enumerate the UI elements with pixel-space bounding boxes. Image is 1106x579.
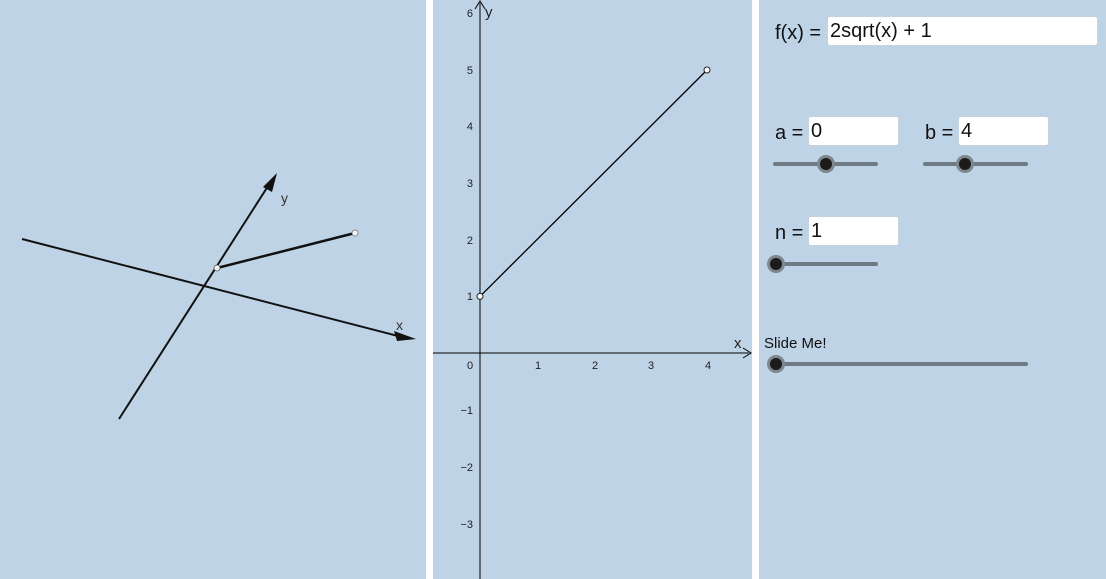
3d-x-axis-arrow	[394, 331, 416, 341]
b-label: b =	[925, 122, 954, 144]
graph-end-point[interactable]	[703, 66, 711, 74]
3d-end-point[interactable]	[351, 229, 359, 237]
b-slider-track[interactable]	[923, 158, 1028, 170]
graph-y-axis-arrow	[474, 0, 486, 10]
graph-y-axis-label: y	[485, 4, 493, 21]
3d-start-point[interactable]	[213, 264, 221, 272]
n-slider-track[interactable]	[770, 258, 878, 270]
function-input[interactable]	[827, 16, 1098, 46]
graph-y-tick-label: 4	[467, 121, 473, 133]
graphics-2d-view[interactable]: x y 0 1 2 3 4 1 2 3 4 5 6 −1 −2 −3	[433, 0, 752, 579]
3d-function-segment	[216, 231, 356, 270]
3d-canvas[interactable]: x y	[0, 0, 426, 579]
3d-y-axis-arrow	[263, 173, 277, 192]
graph-start-point[interactable]	[476, 292, 484, 300]
graph-function-segment	[479, 69, 708, 297]
b-slider-knob[interactable]	[959, 158, 971, 170]
graph-x-tick-label: 2	[592, 360, 598, 372]
graph-y-tick-label: −1	[460, 405, 473, 417]
3d-x-axis	[21, 238, 399, 337]
graph-x-axis-arrow	[742, 347, 752, 359]
n-slider-knob[interactable]	[770, 258, 782, 270]
function-label: f(x) =	[775, 22, 822, 44]
graph-y-tick-label: 6	[467, 8, 473, 20]
3d-y-axis-label: y	[281, 190, 288, 206]
graphics-3d-view[interactable]: x y	[0, 0, 426, 579]
graph-canvas[interactable]: x y 0 1 2 3 4 1 2 3 4 5 6 −1 −2 −3	[433, 0, 752, 579]
graph-x-tick-label: 4	[705, 360, 711, 372]
graph-y-tick-label: 5	[467, 65, 473, 77]
graph-y-tick-label: −3	[460, 519, 473, 531]
slide-slider-knob[interactable]	[770, 358, 782, 370]
a-input[interactable]	[808, 116, 899, 146]
slide-me-label: Slide Me!	[764, 335, 827, 352]
graph-x-tick-label: 0	[467, 360, 473, 372]
3d-x-axis-label: x	[396, 317, 403, 333]
n-label: n =	[775, 222, 804, 244]
slide-slider-track[interactable]	[770, 358, 1028, 370]
graph-x-tick-label: 3	[648, 360, 654, 372]
a-label: a =	[775, 122, 804, 144]
graph-x-tick-label: 1	[535, 360, 541, 372]
3d-y-axis	[118, 182, 271, 420]
n-input[interactable]	[808, 216, 899, 246]
b-input[interactable]	[958, 116, 1049, 146]
controls-panel: f(x) = a = b = n = Slide Me!	[759, 0, 1106, 579]
a-slider-track[interactable]	[773, 158, 878, 170]
graph-y-tick-label: 1	[467, 291, 473, 303]
graph-y-tick-label: 3	[467, 178, 473, 190]
graph-y-tick-label: 2	[467, 235, 473, 247]
a-slider-knob[interactable]	[819, 158, 832, 170]
graph-x-axis-label: x	[734, 335, 742, 352]
graph-y-tick-label: −2	[460, 462, 473, 474]
